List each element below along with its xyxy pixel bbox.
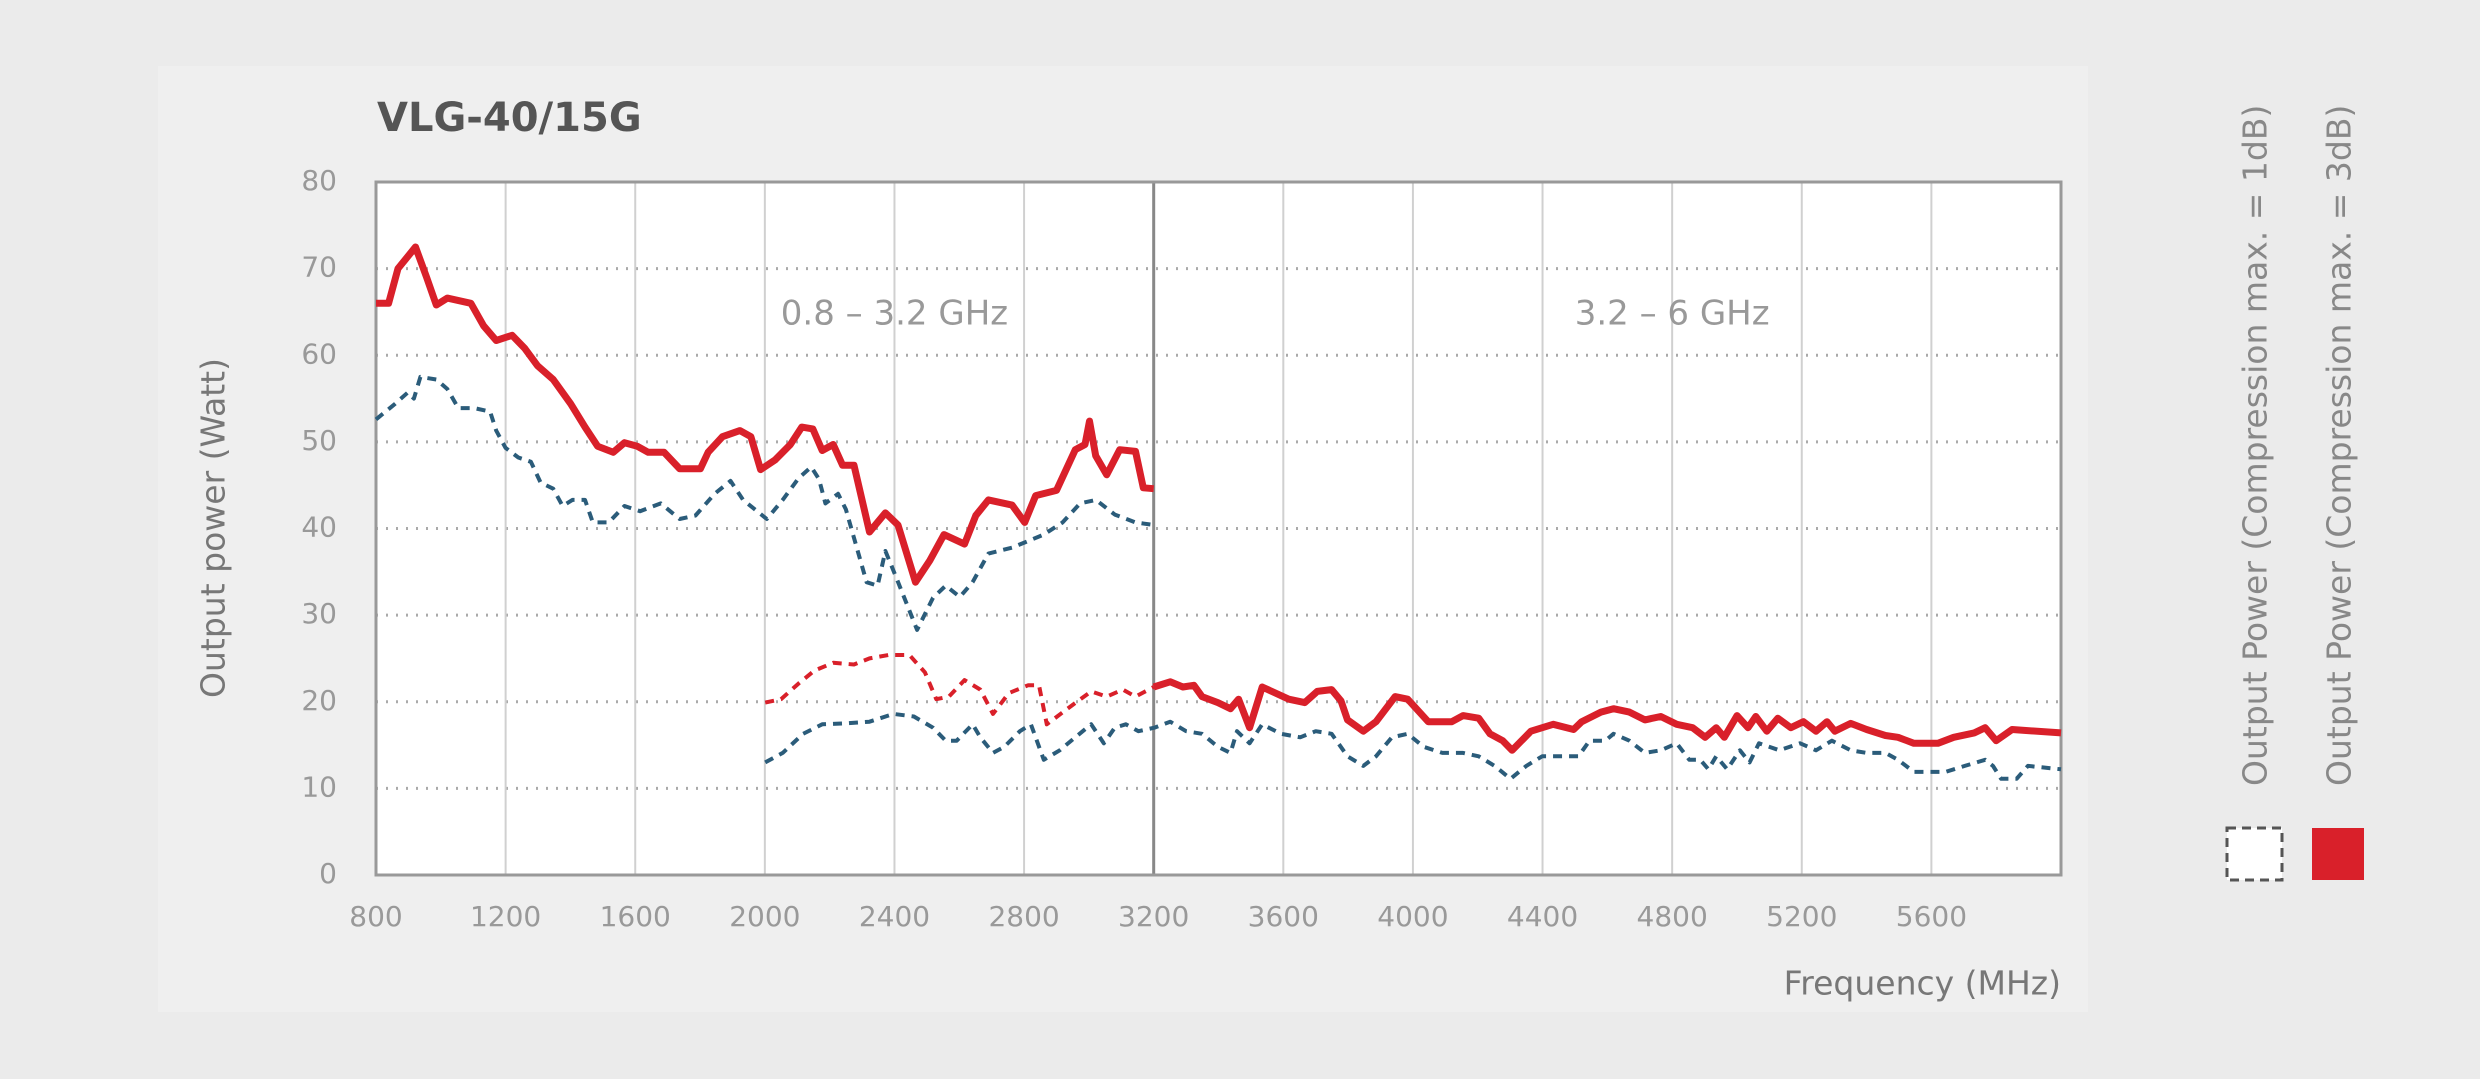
plot-border	[374, 180, 2063, 877]
series-line	[1152, 678, 2062, 754]
annotation: 3.2 – 6 GHz	[1575, 294, 1770, 334]
x-axis-label: Frequency (MHz)	[1784, 964, 2061, 1003]
legend-swatch	[2312, 828, 2364, 880]
legend-label: Output Power (Compression max. = 1dB)	[2236, 105, 2275, 786]
y-tick-label: 20	[301, 684, 337, 717]
series-line	[764, 653, 1155, 727]
y-tick-label: 60	[301, 337, 337, 370]
legend-label: Output Power (Compression max. = 3dB)	[2320, 105, 2359, 786]
x-tick-label: 2000	[729, 900, 800, 933]
x-tick-label: 2800	[988, 900, 1059, 933]
annotation: 0.8 – 3.2 GHz	[781, 294, 1008, 334]
y-tick-label: 80	[301, 164, 337, 197]
x-tick-label: 800	[349, 900, 402, 933]
series-line	[376, 243, 1155, 586]
y-axis-label: Output power (Watt)	[194, 358, 233, 698]
x-tick-label: 2400	[859, 900, 930, 933]
y-tick-label: 70	[301, 251, 337, 284]
x-tick-label: 5600	[1896, 900, 1967, 933]
legend-swatch	[2225, 826, 2284, 882]
x-tick-label: 4400	[1507, 900, 1578, 933]
x-tick-label: 4000	[1377, 900, 1448, 933]
x-tick-label: 1600	[600, 900, 671, 933]
y-tick-label: 50	[301, 424, 337, 457]
y-tick-label: 10	[301, 770, 337, 803]
plot-area	[376, 182, 2061, 875]
x-tick-label: 1200	[470, 900, 541, 933]
y-tick-label: 40	[301, 511, 337, 544]
x-tick-label: 3200	[1118, 900, 1189, 933]
series-line	[764, 711, 2062, 781]
y-tick-label: 0	[319, 857, 337, 890]
chart-title: VLG-40/15G	[377, 95, 642, 141]
series-line	[374, 374, 1154, 632]
x-tick-label: 4800	[1637, 900, 1708, 933]
x-tick-label: 3600	[1248, 900, 1319, 933]
y-tick-label: 30	[301, 597, 337, 630]
x-tick-label: 5200	[1766, 900, 1837, 933]
